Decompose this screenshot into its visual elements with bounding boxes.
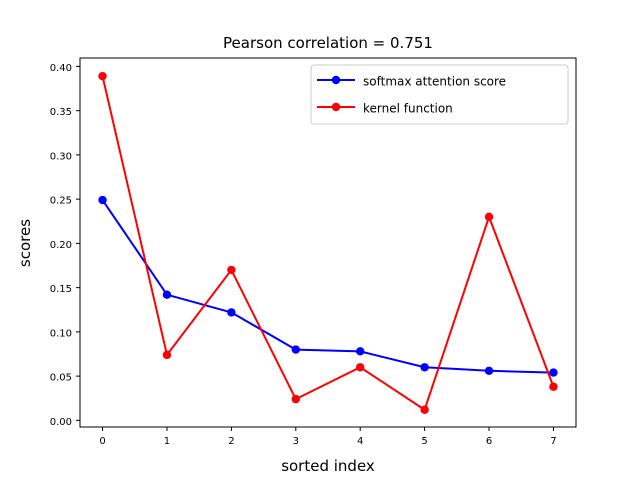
series-line-kernel <box>101 75 555 411</box>
data-point <box>162 290 172 299</box>
x-tick-label: 5 <box>421 436 427 447</box>
x-tick-label: 1 <box>164 436 170 447</box>
data-point <box>549 368 558 377</box>
y-tick-label: 0.05 <box>50 373 72 384</box>
x-tick-label: 7 <box>550 436 556 447</box>
y-axis-label: scores <box>16 219 34 267</box>
x-tick-label: 6 <box>486 436 492 447</box>
legend-box <box>310 64 569 125</box>
y-tick-label: 0.30 <box>50 151 72 162</box>
legend-entry-label: softmax attention score <box>363 75 506 89</box>
data-point <box>420 405 429 414</box>
data-point <box>291 394 300 404</box>
x-tick-label: 0 <box>99 436 105 447</box>
chart-title: Pearson correlation = 0.751 <box>223 34 433 52</box>
y-tick-label: 0.35 <box>50 107 72 118</box>
data-point <box>98 195 107 205</box>
x-tick-label: 3 <box>293 436 299 447</box>
data-point <box>484 212 494 222</box>
x-axis-label: sorted index <box>281 457 375 475</box>
legend-entry-label: kernel function <box>363 102 453 116</box>
legend-swatch-marker <box>331 75 341 85</box>
y-tick-label: 0.00 <box>50 417 72 428</box>
legend-swatch-marker <box>331 102 341 112</box>
data-point <box>484 366 494 376</box>
data-point <box>549 382 558 391</box>
data-point <box>98 71 107 81</box>
series-line-softmax <box>101 199 554 374</box>
y-tick-label: 0.10 <box>50 328 72 339</box>
data-point <box>420 363 429 372</box>
y-tick-label: 0.40 <box>50 63 72 74</box>
y-tick-label: 0.25 <box>50 196 72 207</box>
data-point <box>227 265 236 275</box>
data-point <box>227 308 236 317</box>
y-tick-label: 0.15 <box>50 284 72 295</box>
legend: softmax attention score kernel function <box>310 64 569 125</box>
x-tick-label: 4 <box>357 436 363 447</box>
data-point <box>291 345 300 354</box>
y-tick-label: 0.20 <box>50 240 72 251</box>
data-point <box>162 350 172 360</box>
data-point <box>356 347 365 356</box>
data-point <box>356 363 365 372</box>
x-tick-label: 2 <box>228 436 234 447</box>
plot-area-frame <box>79 57 577 428</box>
